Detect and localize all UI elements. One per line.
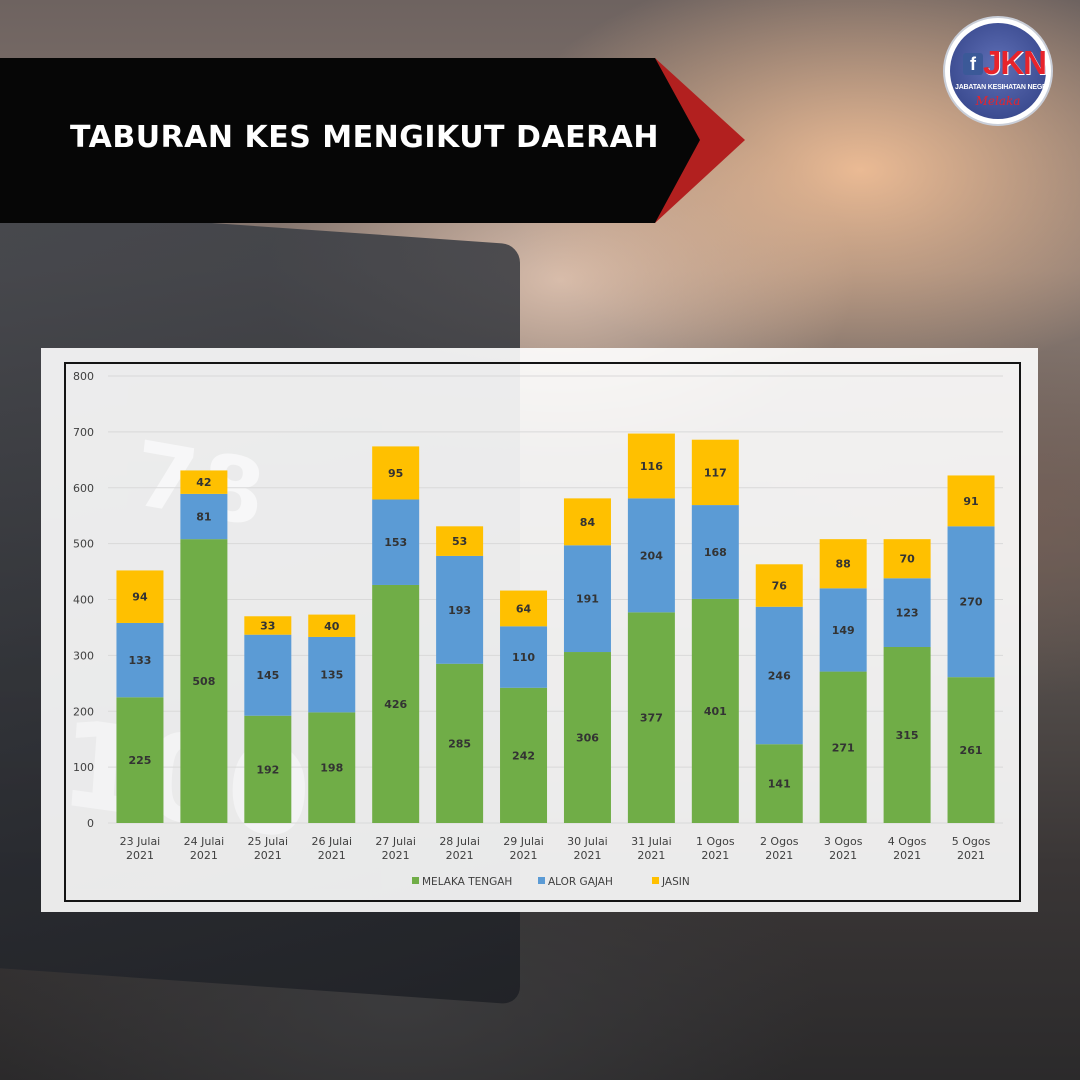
title-banner: TABURAN KES MENGIKUT DAERAH — [0, 58, 745, 223]
logo-script: Melaka — [975, 94, 1021, 108]
logo-subtitle: JABATAN KESIHATAN NEGERI — [955, 84, 1053, 91]
logo-brand: JKN — [983, 44, 1047, 81]
jkn-logo: f JKN JABATAN KESIHATAN NEGERI Melaka — [943, 16, 1053, 126]
chart-frame — [64, 362, 1021, 902]
facebook-icon: f — [963, 53, 983, 75]
banner-black-band — [0, 58, 700, 223]
page-title: TABURAN KES MENGIKUT DAERAH — [70, 120, 660, 155]
